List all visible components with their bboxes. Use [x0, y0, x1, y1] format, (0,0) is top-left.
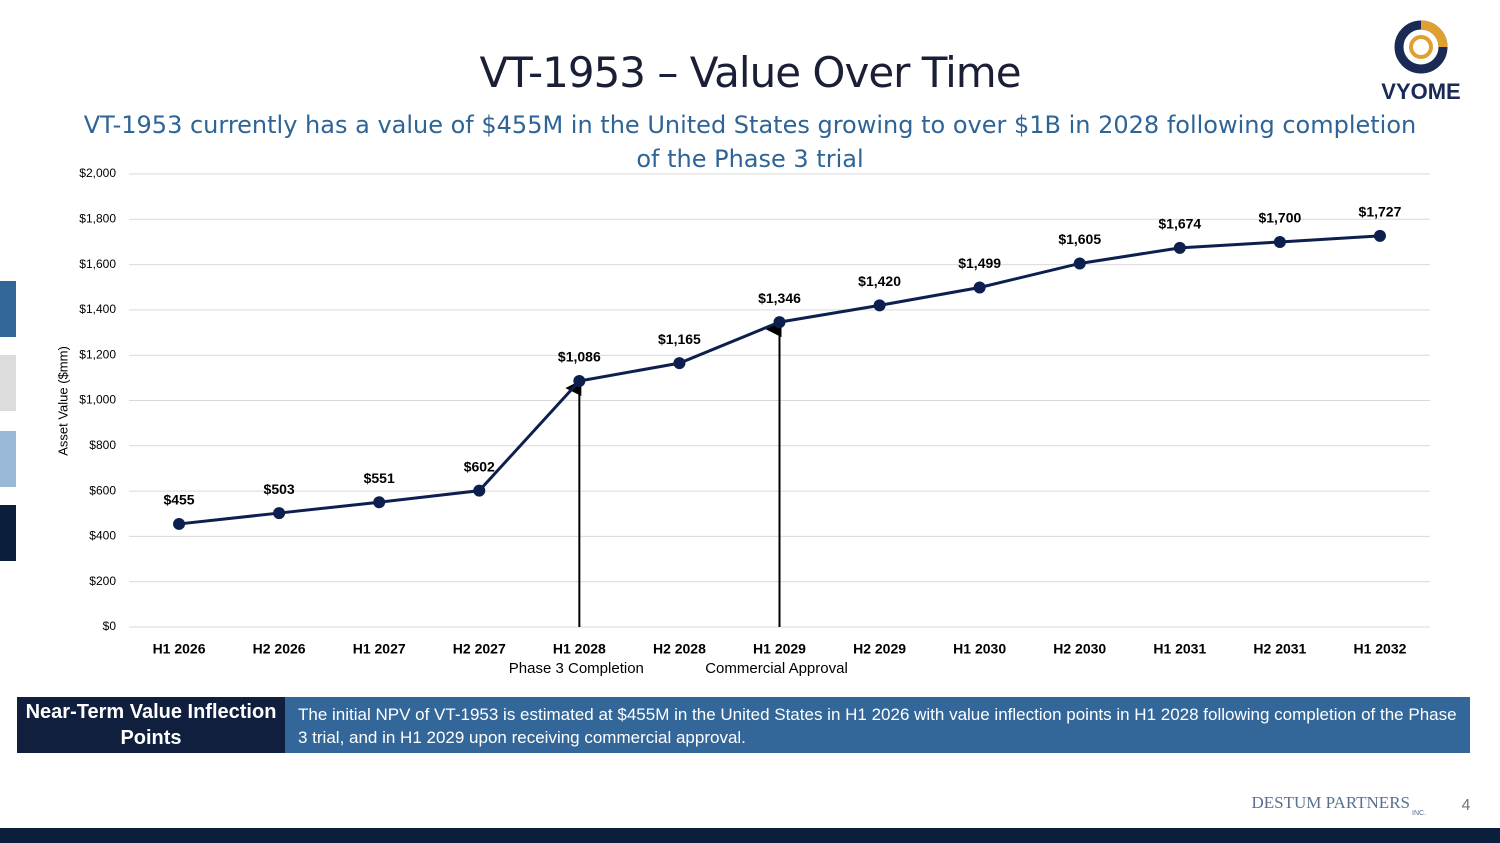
point: [773, 316, 786, 329]
side-tab: [0, 355, 16, 411]
x-tick-label: H2 2027: [453, 641, 506, 657]
point: [1373, 229, 1386, 242]
data-label: $1,700: [1258, 210, 1301, 226]
page-number: 4: [1462, 797, 1471, 814]
footer-brand-suffix: INC.: [1412, 810, 1426, 817]
subtitle: VT-1953 currently has a value of $455M i…: [83, 111, 1417, 173]
y-tick-label: $2,000: [79, 166, 116, 180]
x-tick-label: H1 2032: [1353, 641, 1406, 657]
y-axis-label: Asset Value ($mm): [55, 346, 70, 456]
y-tick-label: $600: [89, 483, 116, 497]
data-label: $602: [464, 458, 495, 474]
data-label: $1,086: [558, 349, 601, 365]
point: [273, 507, 286, 520]
x-tick-label: H1 2030: [953, 641, 1006, 657]
data-label: $551: [364, 470, 395, 486]
y-tick-label: $800: [89, 438, 116, 452]
y-tick-label: $200: [89, 574, 116, 588]
logo-text: VYOME: [1381, 79, 1460, 104]
callout-text: The initial NPV of VT-1953 is estimated …: [285, 697, 1470, 753]
data-label: $1,499: [958, 255, 1001, 271]
point: [373, 496, 386, 509]
y-tick-label: $0: [103, 619, 117, 633]
data-label: $1,727: [1359, 204, 1402, 220]
point: [1173, 241, 1186, 254]
point: [1273, 235, 1286, 248]
data-label: $1,674: [1158, 216, 1201, 232]
data-label: $1,420: [858, 273, 901, 289]
y-tick-label: $1,000: [79, 393, 116, 407]
point: [873, 299, 886, 312]
y-tick-label: $400: [89, 529, 116, 543]
logo-mark: [1394, 20, 1448, 74]
point: [573, 375, 586, 388]
point: [173, 517, 186, 530]
callout-heading: Near-Term Value Inflection Points: [17, 697, 285, 753]
side-tab: [0, 281, 16, 337]
data-label: $1,165: [658, 331, 701, 347]
x-tick-label: H1 2026: [153, 641, 206, 657]
x-tick-label: H2 2029: [853, 641, 906, 657]
x-tick-label: H2 2028: [653, 641, 706, 657]
data-label: $455: [163, 492, 194, 508]
side-tab: [0, 505, 16, 561]
title: VT-1953 – Value Over Time: [479, 48, 1021, 97]
y-tick-label: $1,600: [79, 257, 116, 271]
y-tick-label: $1,200: [79, 347, 116, 361]
side-tab: [0, 431, 16, 487]
y-tick-label: $1,400: [79, 302, 116, 316]
footer-bar: [0, 828, 1500, 843]
x-tick-label: H2 2026: [253, 641, 306, 657]
annotation-text: Commercial Approval: [705, 660, 848, 677]
data-label: $503: [264, 481, 295, 497]
point: [1073, 257, 1086, 270]
x-tick-label: H2 2030: [1053, 641, 1106, 657]
data-label: $1,605: [1058, 231, 1101, 247]
x-tick-label: H1 2029: [753, 641, 806, 657]
x-tick-label: H2 2031: [1253, 641, 1306, 657]
annotation-text: Phase 3 Completion: [509, 660, 644, 677]
data-label: $1,346: [758, 290, 801, 306]
point: [473, 484, 486, 497]
x-tick-label: H1 2028: [553, 641, 606, 657]
x-tick-label: H1 2031: [1153, 641, 1206, 657]
y-tick-label: $1,800: [79, 211, 116, 225]
footer-brand: DESTUM PARTNERS: [1252, 793, 1410, 812]
point: [673, 357, 686, 370]
x-tick-label: H1 2027: [353, 641, 406, 657]
point: [973, 281, 986, 294]
